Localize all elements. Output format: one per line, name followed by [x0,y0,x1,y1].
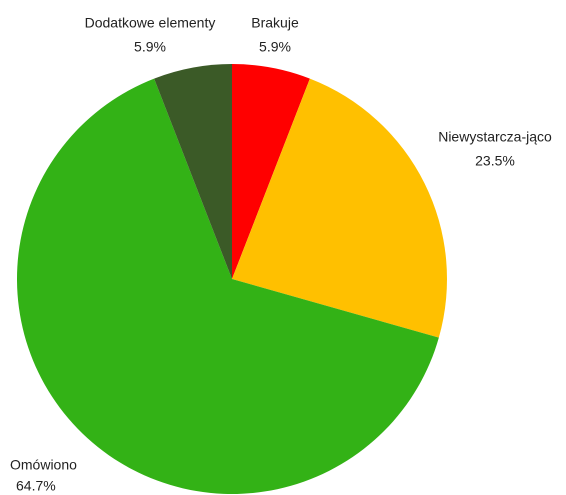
pie-slice [232,64,310,279]
slice-value-label: 5.9% [134,39,166,55]
slice-value-label: 23.5% [475,153,515,169]
pie-slice [154,64,232,279]
slice-label: Dodatkowe elementy [85,15,216,31]
pie-slice [16,78,439,495]
slice-value-label: 64.7% [16,478,56,494]
slice-label: Omówiono [10,457,77,473]
pie-slice [232,78,447,338]
slice-label: Brakuje [251,15,299,31]
slice-label: Niewystarcza-jąco [438,129,552,145]
slice-value-label: 5.9% [259,39,291,55]
